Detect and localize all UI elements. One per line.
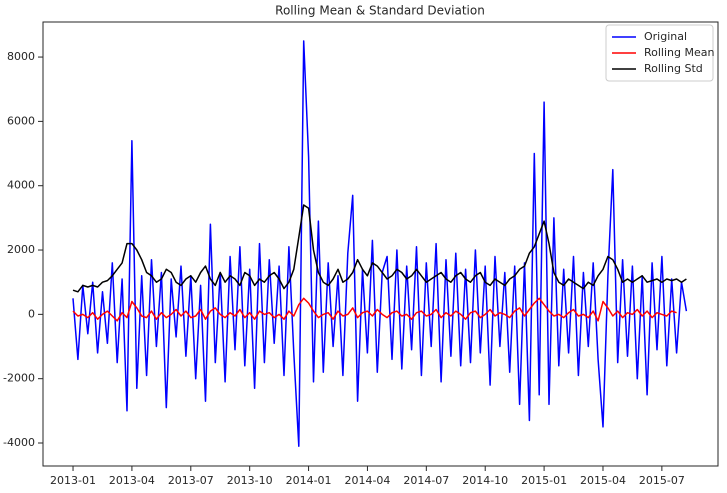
legend: Original Rolling Mean Rolling Std xyxy=(605,24,714,82)
y-tick-label: 6000 xyxy=(7,114,35,127)
x-tick-label: 2013-10 xyxy=(227,474,273,487)
x-tick-label: 2013-01 xyxy=(50,474,96,487)
y-tick-label: 0 xyxy=(28,307,35,320)
x-tick-label: 2013-04 xyxy=(109,474,155,487)
y-tick-label: 8000 xyxy=(7,50,35,63)
legend-label: Original xyxy=(644,30,687,43)
y-tick-label: 2000 xyxy=(7,243,35,256)
series-line xyxy=(72,204,687,293)
x-tick-label: 2014-07 xyxy=(403,474,449,487)
x-tick-label: 2015-07 xyxy=(639,474,685,487)
y-tick-label: 4000 xyxy=(7,179,35,192)
x-tick-label: 2015-01 xyxy=(521,474,567,487)
chart-title: Rolling Mean & Standard Deviation xyxy=(275,4,485,18)
x-tick-label: 2014-10 xyxy=(462,474,508,487)
x-tick-label: 2013-07 xyxy=(168,474,214,487)
x-tick-label: 2014-04 xyxy=(344,474,390,487)
series-line xyxy=(72,40,688,447)
legend-box xyxy=(605,24,714,82)
legend-label: Rolling Std xyxy=(644,62,703,75)
series-line xyxy=(72,297,677,322)
x-tick-label: 2015-04 xyxy=(580,474,626,487)
y-tick-label: -2000 xyxy=(3,372,35,385)
y-tick-label: -4000 xyxy=(3,436,35,449)
plot-frame xyxy=(42,21,719,467)
legend-label: Rolling Mean xyxy=(644,46,714,59)
x-tick-label: 2014-01 xyxy=(286,474,332,487)
